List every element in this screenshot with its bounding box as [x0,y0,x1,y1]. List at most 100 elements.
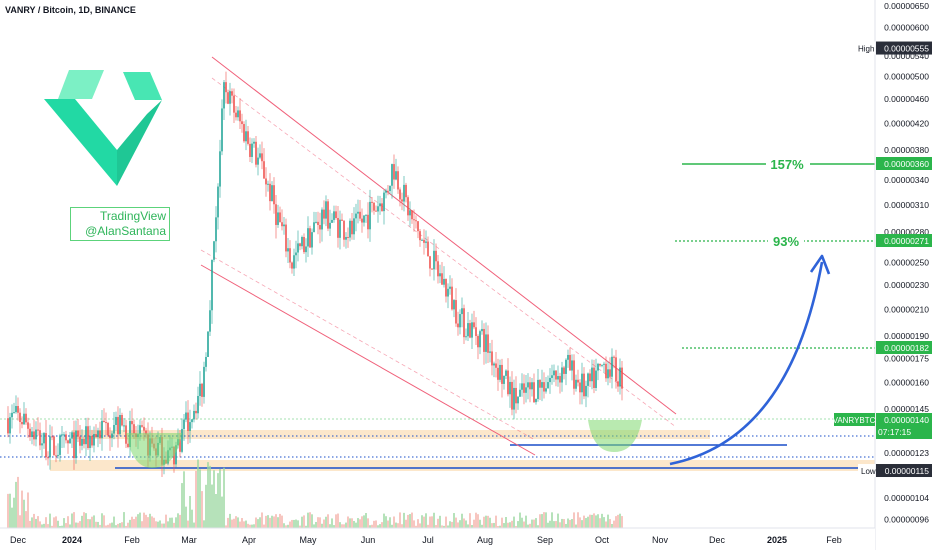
brand-logo-top-left [58,70,104,99]
volume-bar-161 [329,524,331,528]
volume-bar-232 [471,525,473,528]
volume-bar-77 [161,523,163,528]
candle-body-286 [579,382,581,393]
candle-body-39 [85,426,87,445]
candle-body-179 [365,214,367,216]
candle-body-89 [185,412,187,420]
volume-bar-8 [23,499,25,528]
candle-body-59 [125,425,127,444]
volume-bar-89 [185,506,187,528]
volume-bar-48 [103,515,105,528]
candle-body-106 [219,151,221,187]
volume-bar-78 [163,523,165,528]
candle-body-300 [607,369,609,379]
price-tick-1: 0.00000600 [884,23,929,33]
volume-bar-292 [591,514,593,528]
candle-body-29 [65,434,67,441]
candle-body-193 [393,164,395,180]
volume-bar-176 [359,519,361,528]
candle-body-289 [585,385,587,397]
candle-body-2 [11,412,13,418]
volume-bar-256 [519,512,521,528]
volume-bar-83 [173,522,175,528]
candle-body-57 [121,415,123,426]
volume-bar-62 [131,516,133,528]
candle-body-230 [467,323,469,337]
candle-body-46 [99,430,101,439]
candle-body-217 [441,273,443,285]
candle-body-242 [491,351,493,366]
volume-bar-227 [461,513,463,528]
candle-body-180 [367,214,369,230]
volume-bar-51 [109,523,111,528]
candle-body-108 [223,82,225,109]
candle-body-5 [17,406,19,413]
candle-body-270 [547,382,549,389]
candle-body-288 [583,373,585,397]
volume-bar-236 [479,519,481,528]
candle-body-130 [267,183,269,185]
volume-bar-163 [333,525,335,528]
candle-body-243 [493,363,495,366]
candle-body-129 [265,178,267,185]
volume-bar-60 [127,522,129,528]
candle-body-234 [475,327,477,336]
candle-body-251 [509,381,511,395]
volume-bar-111 [229,513,231,528]
candle-body-23 [53,436,55,456]
volume-bar-31 [69,524,71,528]
candle-body-261 [529,382,531,390]
volume-bar-43 [93,515,95,528]
candle-body-274 [555,370,557,380]
volume-bar-297 [601,513,603,528]
candle-body-307 [621,367,623,389]
volume-bar-294 [595,515,597,528]
candle-body-54 [115,416,117,425]
volume-bar-210 [427,524,429,528]
volume-bar-74 [155,521,157,528]
volume-bar-211 [429,516,431,528]
volume-bar-258 [523,521,525,528]
volume-bar-238 [483,516,485,528]
candle-body-205 [417,221,419,232]
volume-bar-244 [495,515,497,528]
volume-bar-86 [179,514,181,528]
volume-bar-224 [455,517,457,528]
candle-body-163 [333,211,335,220]
volume-bar-119 [245,520,247,528]
volume-bar-158 [323,519,325,528]
channel-upper-line [211,56,677,415]
volume-bar-242 [491,523,493,528]
target-93-badge: 0.00000271 [884,236,929,246]
candle-body-123 [253,141,255,144]
candle-body-250 [507,370,509,395]
time-tick-3: Mar [181,535,197,545]
volume-bar-154 [315,521,317,528]
volume-bar-81 [169,517,171,528]
candle-body-167 [341,219,343,221]
volume-bar-199 [405,519,407,528]
volume-bar-73 [153,517,155,528]
candle-body-233 [473,322,475,328]
candle-body-3 [13,412,15,414]
candle-body-6 [19,412,21,423]
candle-body-268 [543,382,545,392]
volume-bar-219 [445,516,447,528]
time-tick-10: Oct [595,535,610,545]
volume-bar-123 [253,524,255,528]
candle-body-238 [483,328,485,352]
candle-body-279 [565,359,567,374]
candle-body-204 [415,220,417,222]
volume-bar-239 [485,515,487,528]
candle-body-249 [505,370,507,376]
candle-body-237 [481,328,483,332]
candle-body-197 [401,199,403,202]
candle-body-239 [485,334,487,352]
candle-body-215 [437,261,439,277]
volume-bar-99 [205,484,207,528]
volume-bar-144 [295,519,297,528]
candle-body-45 [97,430,99,438]
candle-body-101 [209,310,211,332]
